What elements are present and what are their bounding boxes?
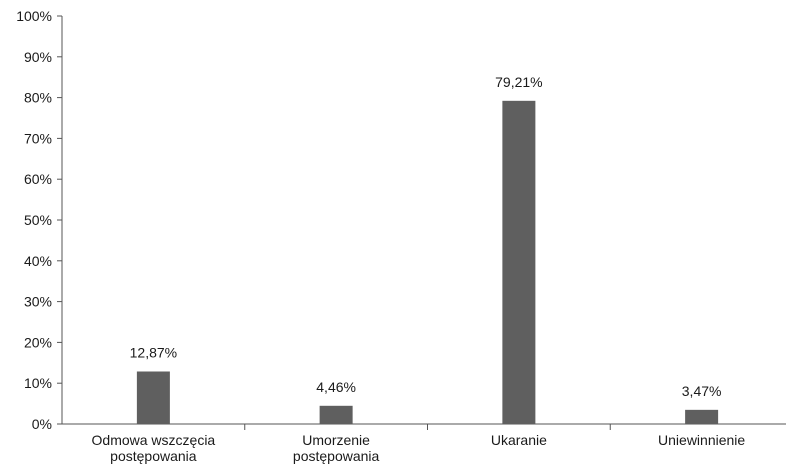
y-tick-label: 50% [24, 212, 52, 228]
y-tick-label: 70% [24, 130, 52, 146]
y-tick-label: 30% [24, 294, 52, 310]
data-labels: 12,87% 4,46% 79,21% 3,47% [130, 74, 722, 399]
data-label: 3,47% [682, 383, 722, 399]
y-tick-label: 20% [24, 334, 52, 350]
x-tick-label-line: postępowania [110, 448, 197, 464]
x-tick-label: Uniewinnienie [658, 432, 745, 448]
x-tick-label-line: Ukaranie [491, 432, 547, 448]
x-tick-label-line: postępowania [293, 448, 380, 464]
y-tick-label: 40% [24, 253, 52, 269]
y-tick-label: 90% [24, 49, 52, 65]
bars [136, 100, 719, 425]
y-axis: 0% 10% 20% 30% 40% 50% 60% 70% 80% 90% 100% [16, 8, 63, 432]
x-tick-label-line: Umorzenie [302, 432, 370, 448]
data-label: 79,21% [495, 74, 542, 90]
bar [136, 371, 170, 424]
x-tick-label-line: Uniewinnienie [658, 432, 745, 448]
x-tick-label-line: Odmowa wszczęcia [92, 432, 216, 448]
y-tick-label: 0% [32, 416, 52, 432]
y-tick-label: 10% [24, 375, 52, 391]
x-tick-label: Odmowa wszczęcia postępowania [92, 432, 216, 464]
x-tick-label: Ukaranie [491, 432, 547, 448]
y-tick-label: 100% [16, 8, 52, 24]
bar [319, 405, 353, 424]
y-tick-label: 60% [24, 171, 52, 187]
bar [685, 409, 719, 424]
data-label: 4,46% [316, 379, 356, 395]
data-label: 12,87% [130, 344, 177, 360]
y-tick-label: 80% [24, 90, 52, 106]
bar [502, 100, 536, 425]
x-tick-label: Umorzenie postępowania [293, 432, 380, 464]
